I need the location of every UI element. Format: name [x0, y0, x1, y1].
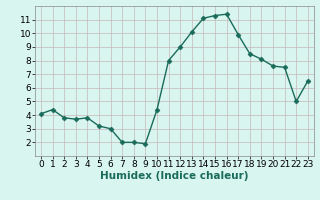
- X-axis label: Humidex (Indice chaleur): Humidex (Indice chaleur): [100, 171, 249, 181]
